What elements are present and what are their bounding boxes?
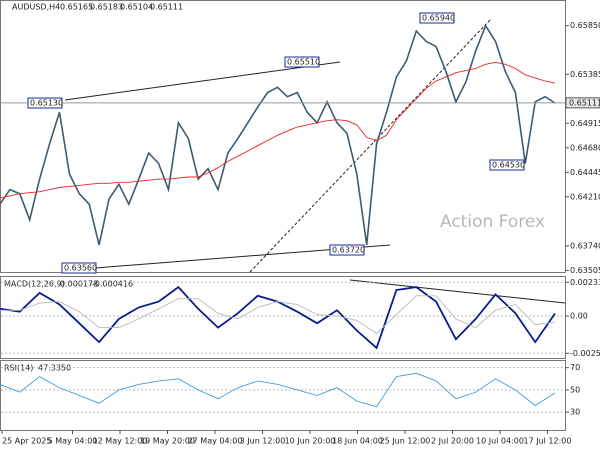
rsi-panel xyxy=(0,360,566,431)
high: 0.65183 xyxy=(90,3,123,12)
y-tick-label: 0.00 xyxy=(570,312,588,321)
trend-line xyxy=(64,61,341,101)
x-tick-label: 12 May 12:00 xyxy=(93,437,148,446)
x-tick-label: 18 Jun 04:00 xyxy=(332,437,383,446)
close: 0.65111 xyxy=(150,3,183,12)
annotation-box xyxy=(284,56,320,68)
y-tick-label: 0.65385 xyxy=(570,70,600,79)
watermark: Action Forex xyxy=(440,212,545,232)
y-tick-label: 30 xyxy=(570,408,580,417)
macd-trend-line xyxy=(349,279,566,304)
y-tick-label: 70 xyxy=(570,363,580,372)
x-tick-label: 17 Jul 12:00 xyxy=(524,437,572,446)
annotation-box xyxy=(489,159,525,171)
annotation-box xyxy=(27,97,63,109)
series-line xyxy=(0,295,556,334)
series-line xyxy=(0,61,556,199)
annotation-label: 0.64530 xyxy=(492,161,525,170)
series-line xyxy=(0,23,556,246)
x-tick-label: 10 Jun 20:00 xyxy=(285,437,336,446)
x-tick-label: 25 Jun 12:00 xyxy=(380,437,431,446)
low: 0.65104 xyxy=(120,3,153,12)
macd-readout: 0.000178 xyxy=(60,280,98,289)
annotation-label: 0.65510 xyxy=(287,58,320,67)
x-tick-label: 5 May 04:00 xyxy=(48,437,98,446)
y-tick-label: 0.63505 xyxy=(570,266,600,275)
open: 0.65165 xyxy=(60,3,93,12)
x-tick-label: 2 Jul 20:00 xyxy=(431,437,474,446)
y-tick-label: 0.002334 xyxy=(570,278,600,287)
x-tick-label: 19 May 20:00 xyxy=(140,437,195,446)
x-tick-label: 27 May 04:00 xyxy=(188,437,243,446)
annotation-label: 0.63560 xyxy=(64,264,97,273)
y-tick-label: 0.64445 xyxy=(570,168,600,177)
close-label: 0.65111 xyxy=(569,98,600,107)
y-tick-label: 0.64210 xyxy=(570,192,600,201)
x-tick-label: 3 Jun 12:00 xyxy=(240,437,286,446)
trend-line xyxy=(249,19,491,273)
close-box xyxy=(565,97,600,109)
y-tick-label: 0.65850 xyxy=(570,21,600,30)
symbol: AUDUSD,H4 xyxy=(12,3,60,12)
y-tick-label: 0.64915 xyxy=(570,119,600,128)
price-panel xyxy=(0,0,566,273)
macd-title: MACD(12,26,9) xyxy=(4,280,65,289)
series-line xyxy=(0,372,556,408)
annotation-label: 0.63720 xyxy=(332,246,365,255)
macd-panel xyxy=(0,276,566,359)
annotation-label: 0.65130 xyxy=(30,99,63,108)
y-tick-label: -0.002574 xyxy=(570,349,600,358)
annotation-box xyxy=(419,12,455,24)
x-tick-label: 25 Apr 2025 xyxy=(2,437,51,446)
y-tick-label: 50 xyxy=(570,385,580,394)
signal-readout: -0.000416 xyxy=(92,280,133,289)
annotation-label: 0.65940 xyxy=(422,14,455,23)
x-tick-label: 10 Jul 04:00 xyxy=(476,437,524,446)
annotation-box xyxy=(329,244,365,256)
y-tick-label: 0.63740 xyxy=(570,241,600,250)
annotation-box xyxy=(61,262,97,274)
y-tick-label: 0.64680 xyxy=(570,143,600,152)
